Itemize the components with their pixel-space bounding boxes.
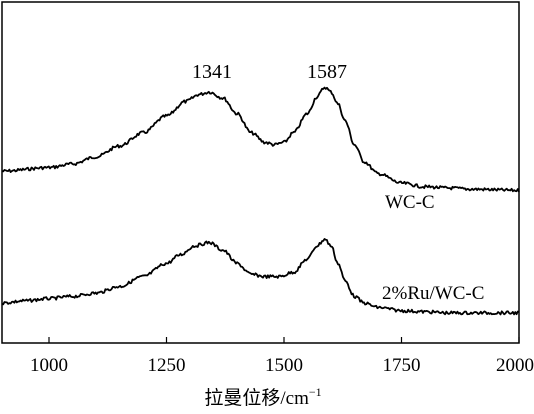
x-tick-label-1250: 1250 — [148, 355, 186, 376]
series-label-wc-c: WC-C — [385, 192, 435, 213]
x-tick-label-1000: 1000 — [30, 355, 68, 376]
annotations: 1341 1587 WC-C 2%Ru/WC-C — [192, 61, 484, 304]
x-axis-title-superscript: −1 — [309, 385, 322, 399]
peak-label-1341: 1341 — [192, 61, 232, 83]
series-layer — [1, 86, 520, 316]
peak-label-1587: 1587 — [307, 61, 347, 83]
x-tick-label-2000: 2000 — [496, 355, 534, 376]
x-tick-label-1500: 1500 — [265, 355, 303, 376]
x-axis-ticks: 1000 1250 1500 1750 2000 — [30, 337, 534, 376]
series-label-ru-wc-c: 2%Ru/WC-C — [382, 283, 484, 304]
x-axis-title: 拉曼位移/cm−1 — [204, 385, 321, 409]
plot-area-frame — [1, 1, 520, 344]
series-line-wc-c — [1, 86, 520, 193]
x-tick-label-1750: 1750 — [383, 355, 421, 376]
axes — [1, 1, 520, 344]
series-line-ru-wc-c — [1, 238, 520, 316]
x-axis-title-text: 拉曼位移/cm — [204, 387, 309, 409]
